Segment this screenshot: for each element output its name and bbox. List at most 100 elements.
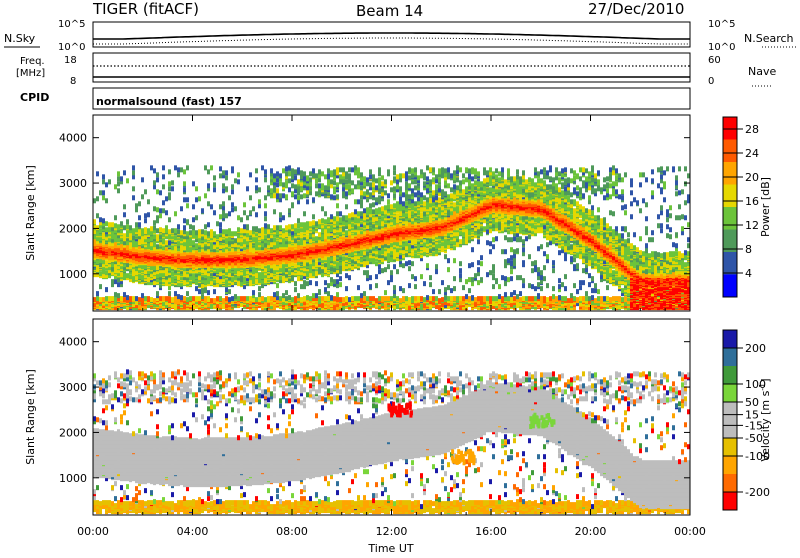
power-cell bbox=[219, 166, 222, 172]
power-cell bbox=[138, 215, 141, 221]
power-cell bbox=[99, 297, 102, 303]
power-cell bbox=[369, 284, 372, 290]
power-cell bbox=[102, 179, 105, 185]
power-cell bbox=[180, 230, 183, 236]
power-cell bbox=[132, 186, 135, 192]
power-cell bbox=[186, 165, 189, 171]
power-cell bbox=[180, 295, 183, 301]
power-cell bbox=[102, 297, 105, 303]
power-cell bbox=[132, 241, 135, 247]
power-cell bbox=[96, 171, 99, 177]
power-cell bbox=[360, 199, 363, 205]
power-cell bbox=[147, 280, 150, 286]
power-cell bbox=[324, 185, 327, 191]
power-cell bbox=[144, 269, 147, 275]
power-cell bbox=[228, 228, 231, 234]
power-cell bbox=[195, 186, 198, 192]
power-cell bbox=[258, 272, 261, 278]
power-cell bbox=[342, 297, 345, 303]
power-cell bbox=[186, 203, 189, 209]
power-cell bbox=[318, 183, 321, 189]
power-cell bbox=[261, 227, 264, 233]
power-cell bbox=[168, 240, 171, 246]
power-cell bbox=[117, 188, 120, 194]
noise-left-label: N.Sky bbox=[4, 32, 36, 45]
power-cell bbox=[222, 213, 225, 219]
power-cell bbox=[123, 233, 126, 239]
power-cell bbox=[210, 165, 213, 171]
power-cell bbox=[183, 218, 186, 224]
power-cell bbox=[333, 279, 336, 285]
power-cell bbox=[210, 298, 213, 304]
power-cell bbox=[276, 275, 279, 281]
power-cell bbox=[138, 244, 141, 250]
power-cell bbox=[117, 181, 120, 187]
power-cell bbox=[276, 225, 279, 231]
power-cell bbox=[306, 295, 309, 301]
power-cell bbox=[153, 225, 156, 231]
power-cell bbox=[132, 228, 135, 234]
power-cell bbox=[234, 206, 237, 212]
power-cell bbox=[210, 204, 213, 210]
power-cell bbox=[264, 223, 267, 229]
power-cell bbox=[339, 211, 342, 217]
power-cell bbox=[282, 182, 285, 188]
power-cell bbox=[120, 176, 123, 182]
power-cell bbox=[336, 216, 339, 222]
power-cell bbox=[222, 229, 225, 235]
power-cell bbox=[93, 297, 96, 303]
power-cell bbox=[156, 172, 159, 178]
noise-right-tick-bottom: 10^0 bbox=[708, 42, 735, 53]
power-cell bbox=[258, 286, 261, 292]
power-cell bbox=[192, 204, 195, 210]
power-cell bbox=[129, 277, 132, 283]
power-cell bbox=[327, 168, 330, 174]
power-cell bbox=[210, 271, 213, 277]
power-cell bbox=[162, 245, 165, 251]
power-cell bbox=[219, 303, 222, 309]
power-cell bbox=[333, 195, 336, 201]
power-cell bbox=[252, 226, 255, 232]
power-cell bbox=[264, 203, 267, 209]
power-cell bbox=[315, 221, 318, 227]
beam-label: Beam 14 bbox=[356, 2, 423, 20]
power-cell bbox=[174, 268, 177, 274]
power-cell bbox=[102, 232, 105, 238]
power-cell bbox=[267, 185, 270, 191]
power-cell bbox=[219, 240, 222, 246]
power-cell bbox=[285, 296, 288, 302]
power-cell bbox=[225, 267, 228, 273]
power-cell bbox=[345, 184, 348, 190]
power-cell bbox=[99, 284, 102, 290]
power-cell bbox=[192, 296, 195, 302]
power-cell bbox=[276, 182, 279, 188]
power-cell bbox=[282, 276, 285, 282]
power-cell bbox=[294, 281, 297, 287]
power-cell bbox=[285, 180, 288, 186]
power-cell bbox=[180, 275, 183, 281]
power-cell bbox=[177, 167, 180, 173]
power-cell bbox=[210, 229, 213, 235]
power-cell bbox=[372, 174, 375, 180]
noise-right-label: N.Search bbox=[744, 32, 794, 45]
power-cell bbox=[348, 173, 351, 179]
power-cell bbox=[297, 179, 300, 185]
power-cell bbox=[330, 277, 333, 283]
power-cell bbox=[204, 233, 207, 239]
power-cell bbox=[318, 169, 321, 175]
power-cell bbox=[375, 185, 378, 191]
power-cell bbox=[138, 297, 141, 303]
power-cell bbox=[225, 175, 228, 181]
power-cell bbox=[339, 265, 342, 271]
power-cell bbox=[156, 291, 159, 297]
power-cell bbox=[102, 195, 105, 201]
power-cell bbox=[336, 167, 339, 173]
power-cell bbox=[279, 181, 282, 187]
power-cell bbox=[180, 243, 183, 249]
power-cell bbox=[189, 230, 192, 236]
freq-label: Freq. bbox=[20, 56, 45, 67]
power-cell bbox=[282, 193, 285, 199]
power-cell bbox=[141, 194, 144, 200]
power-cell bbox=[123, 240, 126, 246]
